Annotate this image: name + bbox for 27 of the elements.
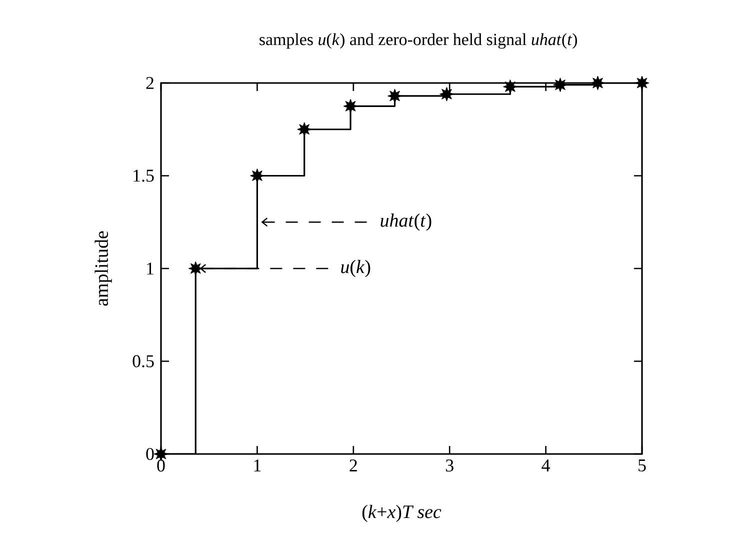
x-axis-title: (k+x)T sec: [362, 504, 442, 522]
point: [439, 86, 454, 102]
point: [590, 76, 606, 90]
y-tick-label: 0: [146, 448, 154, 460]
point: [297, 122, 312, 137]
point: [154, 446, 168, 462]
point: [388, 88, 402, 104]
annotation: uhat(t): [380, 214, 432, 231]
x-tick-label: 0: [157, 460, 165, 472]
x-tick-label: 3: [446, 460, 454, 472]
y-axis-title: amplitude: [94, 231, 112, 306]
point: [502, 79, 518, 94]
point: [552, 78, 568, 92]
point: [634, 76, 650, 90]
point: [188, 261, 203, 276]
annotation: u(k): [341, 260, 370, 278]
y-tick-label: 1.5: [134, 170, 154, 182]
point: [250, 168, 264, 183]
x-tick-label: 4: [542, 460, 550, 472]
x-tick-label: 5: [638, 460, 646, 472]
point: [343, 98, 358, 114]
x-tick-label: 1: [254, 460, 261, 472]
y-tick-label: 2: [146, 77, 154, 89]
chart-title: samples u(k) and zero-order held signal uhat(t): [260, 33, 578, 49]
y-tick-label: 0.5: [132, 355, 154, 368]
y-tick-label: 1: [147, 262, 154, 274]
x-tick-label: 2: [350, 460, 357, 472]
